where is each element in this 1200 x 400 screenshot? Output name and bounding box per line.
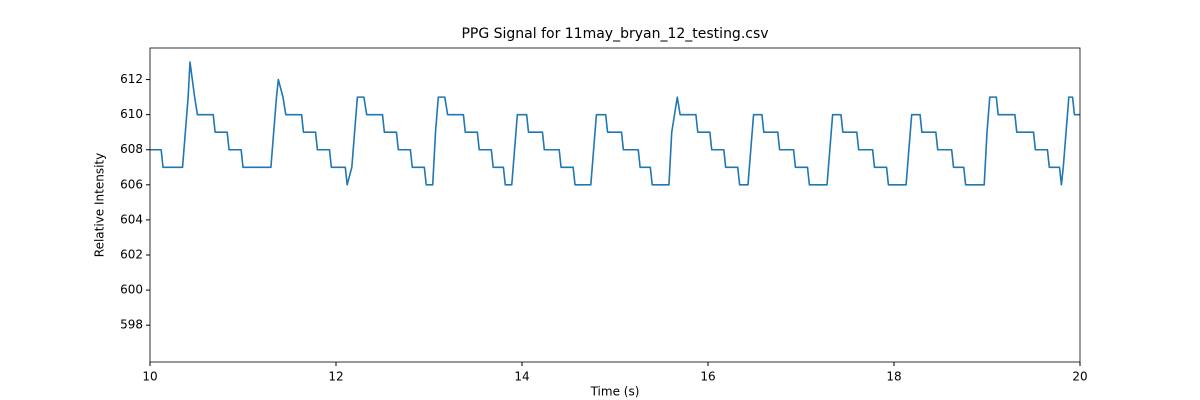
- x-tick-label: 20: [1072, 370, 1087, 384]
- x-axis-label: Time (s): [590, 385, 640, 399]
- x-tick-label: 18: [886, 370, 901, 384]
- x-tick-label: 14: [514, 370, 529, 384]
- chart-title: PPG Signal for 11may_bryan_12_testing.cs…: [461, 26, 768, 42]
- y-tick-label: 606: [120, 177, 143, 191]
- x-tick-label: 12: [328, 370, 343, 384]
- y-tick-label: 600: [120, 283, 143, 297]
- y-tick-label: 610: [120, 107, 143, 121]
- y-axis-label: Relative Intensity: [93, 153, 107, 257]
- y-tick-label: 602: [120, 247, 143, 261]
- y-tick-label: 608: [120, 142, 143, 156]
- y-tick-label: 598: [120, 318, 143, 332]
- y-tick-label: 612: [120, 72, 143, 86]
- x-tick-label: 16: [700, 370, 715, 384]
- x-tick-label: 10: [142, 370, 157, 384]
- y-tick-label: 604: [120, 212, 143, 226]
- plot-frame: [149, 47, 1081, 363]
- signal-line: [150, 61, 1080, 186]
